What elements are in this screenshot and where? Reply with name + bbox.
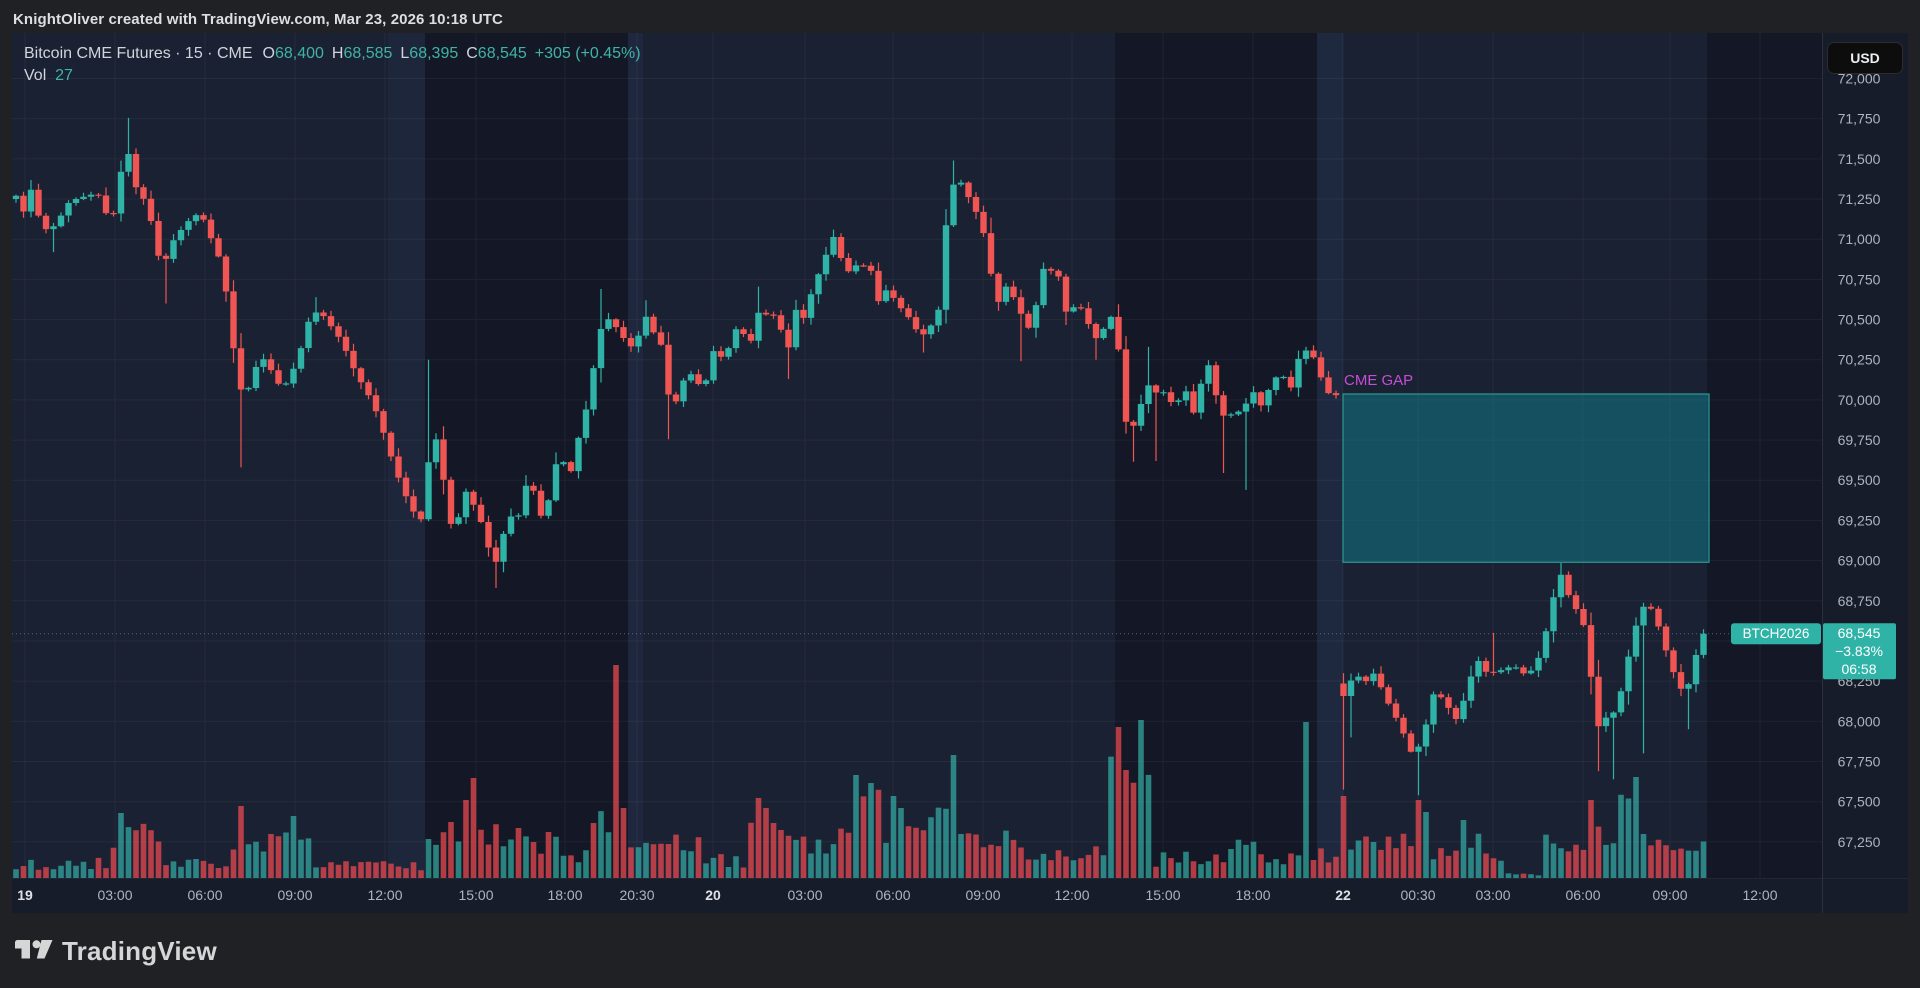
svg-text:70,000: 70,000: [1838, 392, 1881, 408]
svg-text:69,500: 69,500: [1838, 472, 1881, 488]
svg-text:03:00: 03:00: [1475, 887, 1510, 903]
svg-text:68,000: 68,000: [1838, 713, 1881, 729]
svg-text:03:00: 03:00: [97, 887, 132, 903]
svg-text:06:00: 06:00: [1565, 887, 1600, 903]
svg-text:03:00: 03:00: [787, 887, 822, 903]
svg-text:20:30: 20:30: [619, 887, 654, 903]
svg-text:06:00: 06:00: [187, 887, 222, 903]
svg-text:68,750: 68,750: [1838, 593, 1881, 609]
svg-text:CME GAP: CME GAP: [1344, 372, 1413, 389]
svg-text:71,500: 71,500: [1838, 151, 1881, 167]
svg-text:−3.83%: −3.83%: [1835, 643, 1883, 659]
svg-text:67,250: 67,250: [1838, 834, 1881, 850]
svg-text:22: 22: [1335, 887, 1351, 903]
svg-text:09:00: 09:00: [965, 887, 1000, 903]
svg-text:18:00: 18:00: [547, 887, 582, 903]
svg-text:71,000: 71,000: [1838, 231, 1881, 247]
svg-text:70,750: 70,750: [1838, 271, 1881, 287]
svg-text:71,750: 71,750: [1838, 111, 1881, 127]
svg-text:00:30: 00:30: [1400, 887, 1435, 903]
svg-text:20: 20: [705, 887, 721, 903]
svg-text:12:00: 12:00: [367, 887, 402, 903]
svg-text:15:00: 15:00: [1145, 887, 1180, 903]
svg-text:67,500: 67,500: [1838, 794, 1881, 810]
svg-text:68,545: 68,545: [1838, 625, 1881, 641]
svg-text:19: 19: [17, 887, 33, 903]
svg-text:71,250: 71,250: [1838, 191, 1881, 207]
svg-text:06:00: 06:00: [875, 887, 910, 903]
svg-text:69,250: 69,250: [1838, 512, 1881, 528]
svg-text:06:58: 06:58: [1841, 661, 1876, 677]
svg-text:12:00: 12:00: [1054, 887, 1089, 903]
svg-text:BTCH2026: BTCH2026: [1743, 626, 1810, 641]
svg-text:69,000: 69,000: [1838, 553, 1881, 569]
svg-text:70,500: 70,500: [1838, 312, 1881, 328]
svg-text:15:00: 15:00: [458, 887, 493, 903]
svg-text:72,000: 72,000: [1838, 71, 1881, 87]
svg-text:09:00: 09:00: [277, 887, 312, 903]
svg-text:67,750: 67,750: [1838, 754, 1881, 770]
svg-text:18:00: 18:00: [1235, 887, 1270, 903]
svg-text:12:00: 12:00: [1742, 887, 1777, 903]
svg-text:09:00: 09:00: [1652, 887, 1687, 903]
svg-text:70,250: 70,250: [1838, 352, 1881, 368]
svg-text:69,750: 69,750: [1838, 432, 1881, 448]
